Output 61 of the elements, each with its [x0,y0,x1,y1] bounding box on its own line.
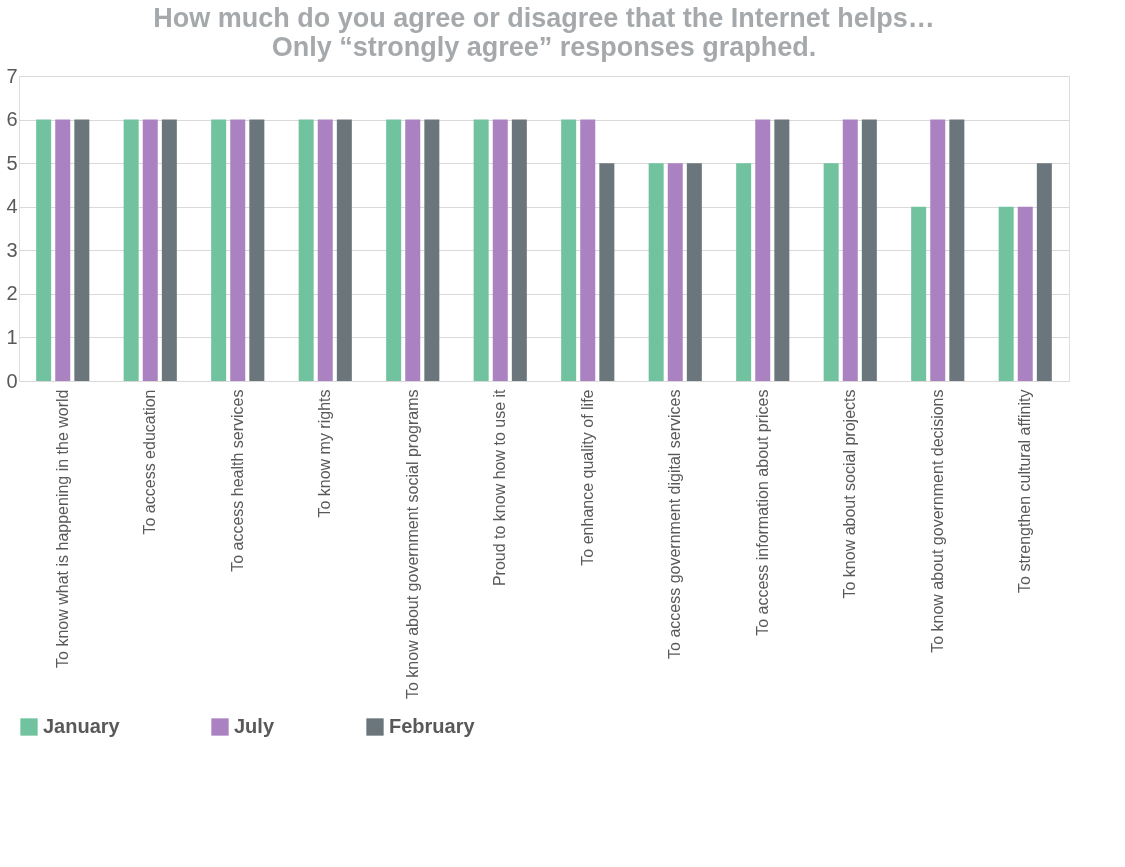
bar [211,119,227,381]
bar [492,119,508,381]
bar [1017,206,1033,381]
bar [648,163,664,381]
y-tick-label: 3 [6,238,18,261]
x-tick-label: Proud to know how to use it [491,388,509,587]
bar [599,163,615,381]
y-tick-label: 2 [6,282,18,305]
bar [36,119,52,381]
bar [580,119,596,381]
bar [405,119,421,381]
bar [736,163,752,381]
bar [161,119,177,381]
y-tick-label: 6 [6,108,18,131]
x-tick-label: To know about social projects [841,389,859,599]
bar [998,206,1014,381]
bar [55,119,71,381]
bar [686,163,702,381]
bar [473,119,489,381]
bar [511,119,527,381]
y-tick-label: 0 [6,369,18,392]
bar [386,119,402,381]
x-tick-label: To access education [141,389,159,535]
y-tick-label: 4 [6,195,18,218]
legend-label: July [234,715,275,737]
bar [774,119,790,381]
bar [911,206,927,381]
bar [861,119,877,381]
y-tick-label: 5 [6,151,18,174]
bar [561,119,577,381]
y-tick-label: 1 [6,325,18,348]
x-tick-label: To know my rights [316,389,334,518]
x-tick-label: To know about government social programs [403,389,421,699]
x-tick-label: To know about government decisions [928,389,946,653]
x-tick-label: To access information about prices [753,389,771,636]
bar [249,119,265,381]
x-tick-label: To access government digital services [666,389,684,659]
legend-label: February [389,715,476,737]
bar [123,119,139,381]
x-tick-label: To strengthen cultural affinity [1016,389,1034,593]
bar [298,119,314,381]
bar [74,119,90,381]
bar [842,119,858,381]
y-tick-label: 7 [6,64,18,87]
bar [317,119,333,381]
text: How much do you agree or disagree that the Internet helps… [153,3,935,33]
x-tick-label: To know what is happening in the world [53,389,71,668]
text: Only “strongly agree” responses graphed. [271,32,817,62]
bar [667,163,683,381]
bar [930,119,946,381]
bar [336,119,352,381]
bar [755,119,771,381]
legend-label: January [43,715,121,737]
bar [424,119,440,381]
bar [230,119,246,381]
bar [823,163,839,381]
x-tick-label: To access health services [228,389,246,572]
bar [949,119,965,381]
bar [1036,163,1052,381]
bar [142,119,158,381]
x-tick-label: To enhance quality of life [578,389,596,566]
